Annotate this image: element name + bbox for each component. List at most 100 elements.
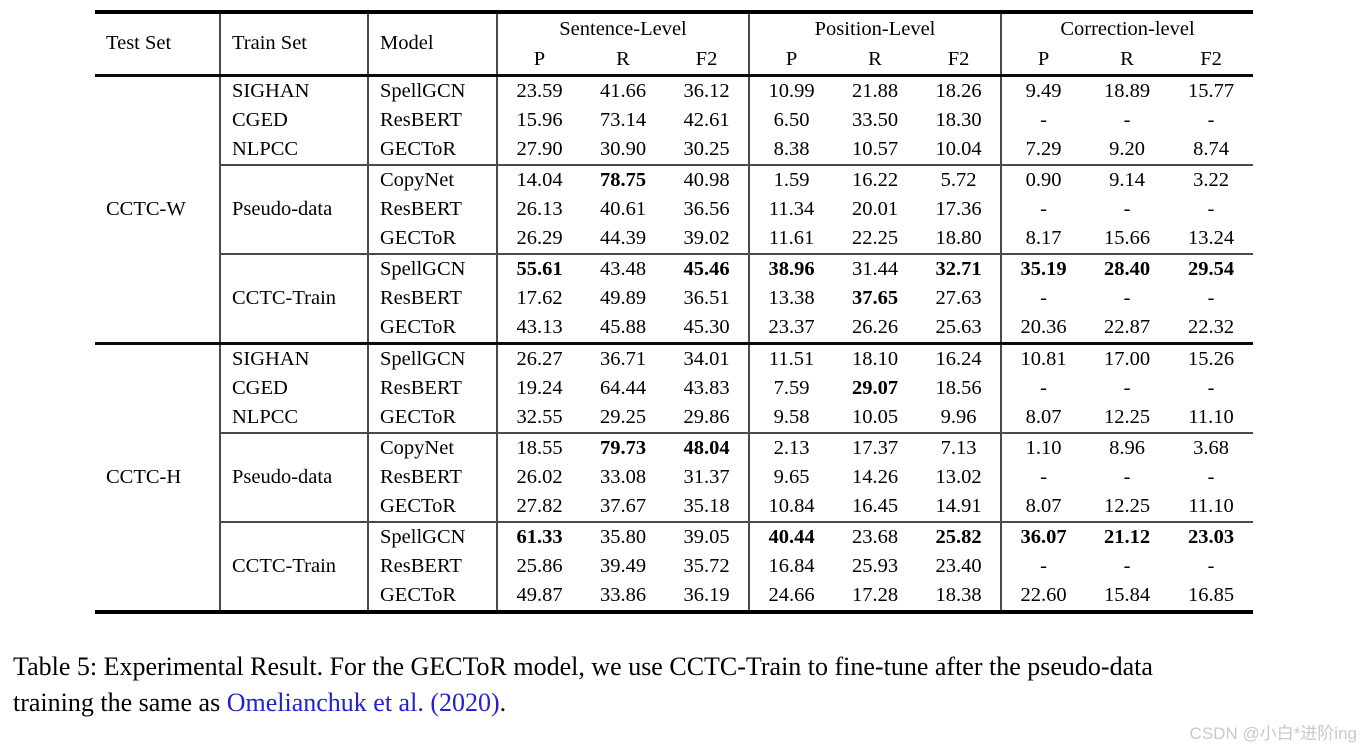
table-row: ResBERT 26.02 33.08 31.37 9.65 14.26 13.02 - - -: [95, 462, 1253, 492]
metric-value: 18.10: [833, 341, 918, 374]
metric-value: 25.93: [851, 554, 899, 577]
metric-value: 18.55: [497, 431, 581, 463]
metric-value: 36.56: [665, 194, 751, 224]
col-header-test-set: Test Set: [95, 12, 221, 77]
metric-value: 42.61: [665, 105, 751, 135]
train-set-line: CGED: [232, 108, 288, 131]
train-set-line: SIGHAN: [232, 347, 310, 370]
metric-value: 36.51: [665, 283, 751, 313]
model-cell: ResBERT: [368, 283, 498, 313]
metric-value: 8.17: [1025, 226, 1062, 249]
results-table: Test Set Train Set Model Sentence-Level …: [95, 10, 1254, 614]
table-row: ResBERT 25.86 39.49 35.72 16.84 25.93 23.40 - - -: [95, 551, 1253, 581]
metric-value: 9.65: [773, 465, 810, 488]
test-set-cell: CCTC-H: [95, 341, 221, 612]
metric-value: 14.26: [851, 465, 899, 488]
metric-value: 12.25: [1103, 494, 1151, 517]
metric-value: 16.45: [851, 494, 899, 517]
citation-link[interactable]: Omelianchuk et al. (2020): [226, 688, 500, 717]
table-row: GECToR 27.82 37.67 35.18 10.84 16.45 14.91 8.07…: [95, 491, 1253, 522]
metric-value: 13.24: [1187, 226, 1235, 249]
metric-value: 49.87: [516, 583, 563, 606]
metric-value: 79.73: [581, 431, 665, 463]
train-set-cell: Pseudo-data: [220, 163, 369, 254]
col-header-correction-p: P: [1001, 45, 1086, 77]
metric-value: 29.07: [851, 376, 899, 399]
metric-value: 10.81: [1001, 341, 1086, 374]
metric-value: 30.90: [599, 137, 647, 160]
metric-value: 22.32: [1187, 315, 1235, 338]
table-row: GECToR 27.90 30.90 30.25 8.38 10.57 10.04 7.29 9…: [95, 134, 1253, 165]
metric-value: 16.84: [768, 554, 815, 577]
metric-value: -: [1207, 376, 1215, 399]
metric-value: 8.74: [1193, 137, 1229, 160]
metric-value: 26.26: [851, 315, 899, 338]
metric-value: -: [1040, 197, 1047, 220]
table-row: GECToR 32.55 29.25 29.86 9.58 10.05 9.96 8.07 12…: [95, 402, 1253, 433]
metric-value: 22.87: [1103, 315, 1151, 338]
col-header-correction-f2: F2: [1169, 45, 1254, 77]
metric-value: 44.39: [599, 226, 647, 249]
metric-value: 18.89: [1103, 79, 1151, 102]
metric-value: 26.27: [497, 341, 581, 374]
metric-value: 48.04: [665, 431, 751, 463]
metric-value: 16.24: [917, 341, 1003, 374]
metric-value: -: [1040, 286, 1047, 309]
metric-value: 7.59: [773, 376, 810, 399]
metric-value: 28.40: [1085, 252, 1170, 284]
col-header-correction-r: R: [1085, 45, 1170, 77]
metric-value: 45.88: [599, 315, 647, 338]
header-metric-row: P R F2 P R F2 P R F2: [95, 45, 1254, 77]
metric-value: 10.04: [917, 134, 1003, 165]
metric-value: 18.80: [917, 223, 1003, 254]
metric-value: 19.24: [516, 376, 563, 399]
metric-value: 18.26: [917, 75, 1003, 106]
metric-value: -: [1040, 554, 1047, 577]
model-cell: GECToR: [368, 491, 498, 522]
metric-value: 23.03: [1169, 520, 1254, 552]
col-header-sentence-f2: F2: [665, 45, 751, 77]
metric-value: 1.59: [749, 163, 834, 195]
metric-value: 18.30: [917, 105, 1003, 135]
metric-value: 24.66: [768, 583, 815, 606]
metric-value: 5.72: [917, 163, 1003, 195]
metric-value: 49.89: [599, 286, 647, 309]
metric-value: 29.54: [1169, 252, 1254, 284]
metric-value: 39.05: [665, 520, 751, 552]
metric-value: 23.59: [516, 79, 563, 102]
metric-value: 20.36: [1020, 315, 1067, 338]
metric-value: 8.96: [1085, 431, 1170, 463]
metric-value: 33.86: [599, 583, 647, 606]
metric-value: 6.50: [773, 108, 810, 131]
metric-value: 30.25: [665, 134, 751, 165]
metric-value: 34.01: [665, 341, 751, 374]
metric-value: 29.25: [599, 405, 647, 428]
metric-value: 11.51: [749, 341, 834, 374]
metric-value: 26.13: [516, 197, 563, 220]
model-cell: GECToR: [368, 312, 498, 343]
col-header-sentence-p: P: [497, 45, 581, 77]
metric-value: 39.49: [599, 554, 647, 577]
metric-value: 35.80: [581, 520, 665, 552]
metric-value: -: [1123, 376, 1131, 399]
metric-value: 37.65: [851, 286, 899, 309]
metric-value: 45.30: [665, 312, 751, 343]
metric-value: 38.96: [749, 252, 834, 284]
metric-value: 9.14: [1085, 163, 1170, 195]
metric-value: 15.77: [1187, 79, 1235, 102]
metric-value: 15.84: [1103, 583, 1151, 606]
train-set-line: CCTC-Train: [232, 554, 337, 577]
metric-value: 18.38: [917, 580, 1003, 612]
metric-value: 26.29: [516, 226, 563, 249]
metric-value: 41.66: [599, 79, 647, 102]
metric-value: 64.44: [599, 376, 647, 399]
table-row: GECToR 26.29 44.39 39.02 11.61 22.25 18.80 8.17…: [95, 223, 1253, 254]
section-cctc-w: CCTC-W SIGHAN CGED NLPCC SpellGCN 23.59 41.66 3…: [95, 75, 1254, 343]
metric-value: 18.56: [917, 373, 1003, 403]
metric-value: -: [1207, 554, 1215, 577]
col-header-position-f2: F2: [917, 45, 1003, 77]
col-header-position-p: P: [749, 45, 834, 77]
metric-value: -: [1123, 197, 1131, 220]
table-row: Pseudo-data CopyNet 14.04 78.75 40.98 1.59 16.…: [95, 163, 1254, 254]
model-cell: SpellGCN: [368, 252, 498, 284]
